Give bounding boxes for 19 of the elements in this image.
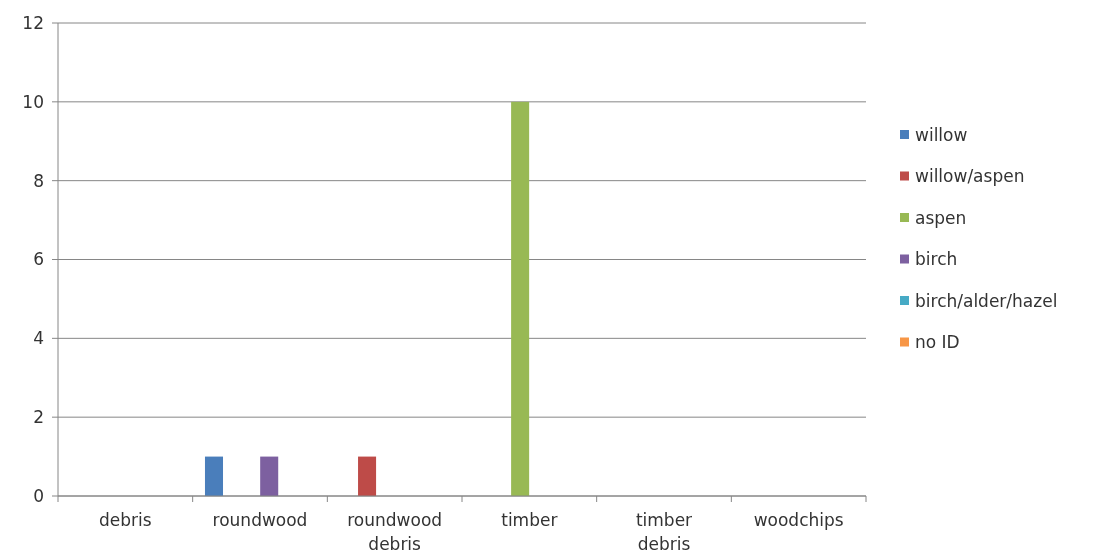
legend-label: birch/alder/hazel — [915, 290, 1058, 311]
x-tick-label: roundwood — [212, 510, 308, 530]
legend-label: birch — [915, 249, 958, 270]
y-tick-label: 12 — [22, 12, 44, 33]
legend-label: no ID — [915, 332, 960, 353]
legend-label: willow — [915, 124, 968, 145]
x-tick-label: debris — [99, 510, 152, 530]
x-tick-label: timber debris — [635, 510, 693, 554]
y-tick-label: 8 — [33, 170, 44, 191]
y-tick-label: 0 — [33, 485, 44, 506]
x-tick-label: roundwood debris — [347, 510, 443, 554]
y-tick-label: 4 — [33, 328, 44, 349]
x-tick-label: timber — [501, 510, 558, 530]
legend-label: aspen — [915, 207, 967, 228]
y-tick-label: 2 — [33, 407, 44, 428]
legend-label: willow/aspen — [915, 166, 1025, 187]
y-tick-label: 6 — [33, 249, 44, 270]
y-tick-label: 10 — [22, 91, 44, 112]
x-tick-label: woodchips — [753, 510, 844, 530]
